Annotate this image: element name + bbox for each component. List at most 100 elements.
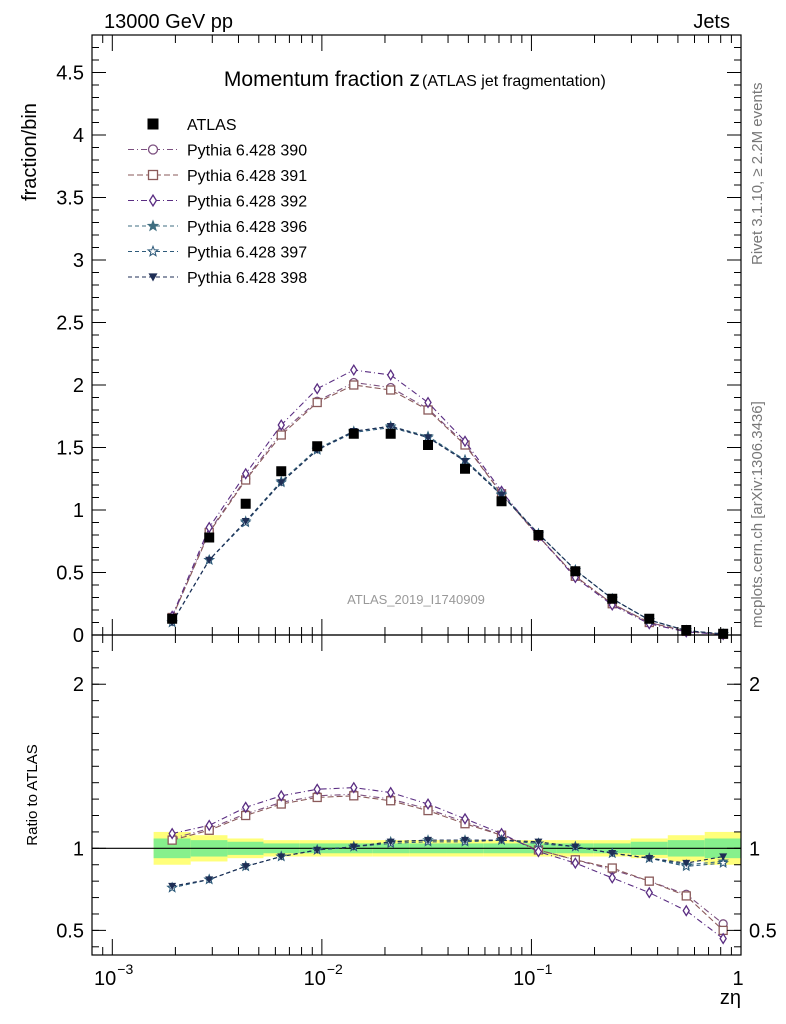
ratio-bands xyxy=(92,831,741,865)
series-2-point xyxy=(312,397,322,408)
series-3-ratio-point xyxy=(205,819,213,832)
x-tick-label: 10 −3 xyxy=(94,961,133,990)
data-point xyxy=(385,428,396,439)
data-point xyxy=(240,498,251,509)
legend-label: Pythia 6.428 391 xyxy=(187,168,307,185)
series-3-point xyxy=(386,368,395,382)
y-tick-label: 1 xyxy=(73,500,84,522)
data-point xyxy=(607,593,618,604)
series-6-point xyxy=(386,423,395,431)
series-6-ratio-point xyxy=(277,853,286,861)
ratio-y-tick-label-right: 2 xyxy=(749,674,760,696)
series-3-ratio-point xyxy=(571,857,580,870)
series-6-ratio-point xyxy=(461,836,470,845)
main-panel: 0 0.5 1 1.5 2 2.5 3 3.5 4 4.5 Momentum fraction z… xyxy=(56,34,742,647)
legend-marker xyxy=(146,244,160,257)
series-6-ratio-point xyxy=(571,843,580,851)
y-tick-label: 0.5 xyxy=(56,563,84,585)
series-3-point xyxy=(424,396,432,409)
y-tick-label: 2.5 xyxy=(56,313,84,335)
series-3-point xyxy=(277,418,286,432)
main-x-ticks xyxy=(91,35,742,635)
legend-label: Pythia 6.428 396 xyxy=(187,219,307,236)
y-tick-label: 4 xyxy=(73,125,84,147)
series-3-ratio-point xyxy=(350,781,358,794)
legend: ATLAS Pythia 6.428 390 Pythia 6.428 391 Pyt… xyxy=(128,117,307,287)
y-tick-label: 2 xyxy=(73,375,84,397)
chart-title-suffix: (ATLAS jet fragmentation) xyxy=(422,73,606,90)
series-6-ratio-point xyxy=(168,882,177,891)
data-point xyxy=(423,440,434,450)
legend-marker xyxy=(148,193,158,208)
series-2-point xyxy=(386,385,396,395)
ratio-y-tick-label: 0.5 xyxy=(56,920,84,942)
series-3-ratio-point xyxy=(534,845,543,858)
x-axis-label: zη xyxy=(720,987,741,1009)
series-3-ratio-point xyxy=(241,801,250,814)
main-y-ticks: 0 0.5 1 1.5 2 2.5 3 3.5 4 4.5 xyxy=(56,34,741,647)
mcplots-label: mcplots.cern.ch [arXiv:1306.3436] xyxy=(749,401,766,628)
legend-label: ATLAS xyxy=(187,117,237,134)
legend-label: Pythia 6.428 392 xyxy=(187,194,307,211)
y-tick-label: 3.5 xyxy=(56,188,84,210)
data-point xyxy=(718,628,729,639)
legend-label: Pythia 6.428 397 xyxy=(187,245,307,262)
ratio-x-ticks xyxy=(91,635,742,955)
series-6-point xyxy=(461,458,470,466)
x-tick-label-exponent: −3 xyxy=(117,961,133,977)
series-6-ratio-point xyxy=(313,846,322,854)
series-3-point xyxy=(205,521,213,534)
y-tick-label: 3 xyxy=(73,250,84,272)
series-2-ratio-point xyxy=(681,891,691,901)
series-1-ratio-line xyxy=(172,793,724,925)
series-3-line xyxy=(171,369,724,636)
data-point xyxy=(204,532,215,543)
ratio-y-axis-label: Ratio to ATLAS xyxy=(24,744,41,845)
series-2-ratio-point xyxy=(607,863,617,873)
series-3-ratio-line xyxy=(172,787,724,940)
legend-marker xyxy=(147,144,159,155)
data-point xyxy=(312,441,323,452)
series-3-ratio-point xyxy=(386,786,395,799)
series-1-line xyxy=(171,381,724,635)
series-2-ratio-line xyxy=(172,795,724,931)
series-3-point xyxy=(350,363,358,377)
legend-label: Pythia 6.428 390 xyxy=(187,143,307,160)
series-6-point xyxy=(497,491,506,499)
series-6-ratio-point xyxy=(386,838,395,846)
series-6-point xyxy=(205,556,214,564)
series-2-point xyxy=(276,430,286,440)
chart-title: Momentum fraction z xyxy=(224,68,420,91)
series-6-ratio-point xyxy=(682,859,691,868)
header-right: Jets xyxy=(693,11,730,33)
data-point xyxy=(644,613,655,624)
header-left: 13000 GeV pp xyxy=(104,11,233,33)
series-3-point xyxy=(461,435,469,448)
series-3-ratio-point xyxy=(424,797,432,811)
series-2-ratio-point xyxy=(644,876,654,886)
legend-marker xyxy=(147,118,159,130)
series-6-point xyxy=(241,518,250,526)
series-3-ratio-point xyxy=(168,827,176,840)
series-6-point xyxy=(277,479,286,487)
x-tick-label-base: 10 xyxy=(513,968,535,990)
series-3-ratio-point xyxy=(461,812,469,825)
legend-label: Pythia 6.428 398 xyxy=(187,270,307,287)
series-3-ratio-point xyxy=(608,871,617,884)
series-6-ratio-point xyxy=(241,863,250,871)
series-6-ratio-point xyxy=(205,876,214,884)
y-tick-label: 4.5 xyxy=(56,63,84,85)
series-3-point xyxy=(313,382,321,395)
x-tick-label-base: 10 xyxy=(304,968,326,990)
series-6-ratio-point xyxy=(608,850,617,858)
x-tick-labels: 10 −3 10 −2 10 −1 1 xyxy=(94,961,744,990)
series-6-ratio-point xyxy=(534,838,543,846)
series-3-ratio-point xyxy=(277,789,286,802)
series-6-line xyxy=(171,425,724,635)
series-6-ratio-point xyxy=(645,854,654,863)
data-point xyxy=(681,625,692,635)
x-tick-label: 10 −1 xyxy=(513,961,552,990)
data-point xyxy=(460,463,471,474)
series-6-point xyxy=(424,434,433,442)
